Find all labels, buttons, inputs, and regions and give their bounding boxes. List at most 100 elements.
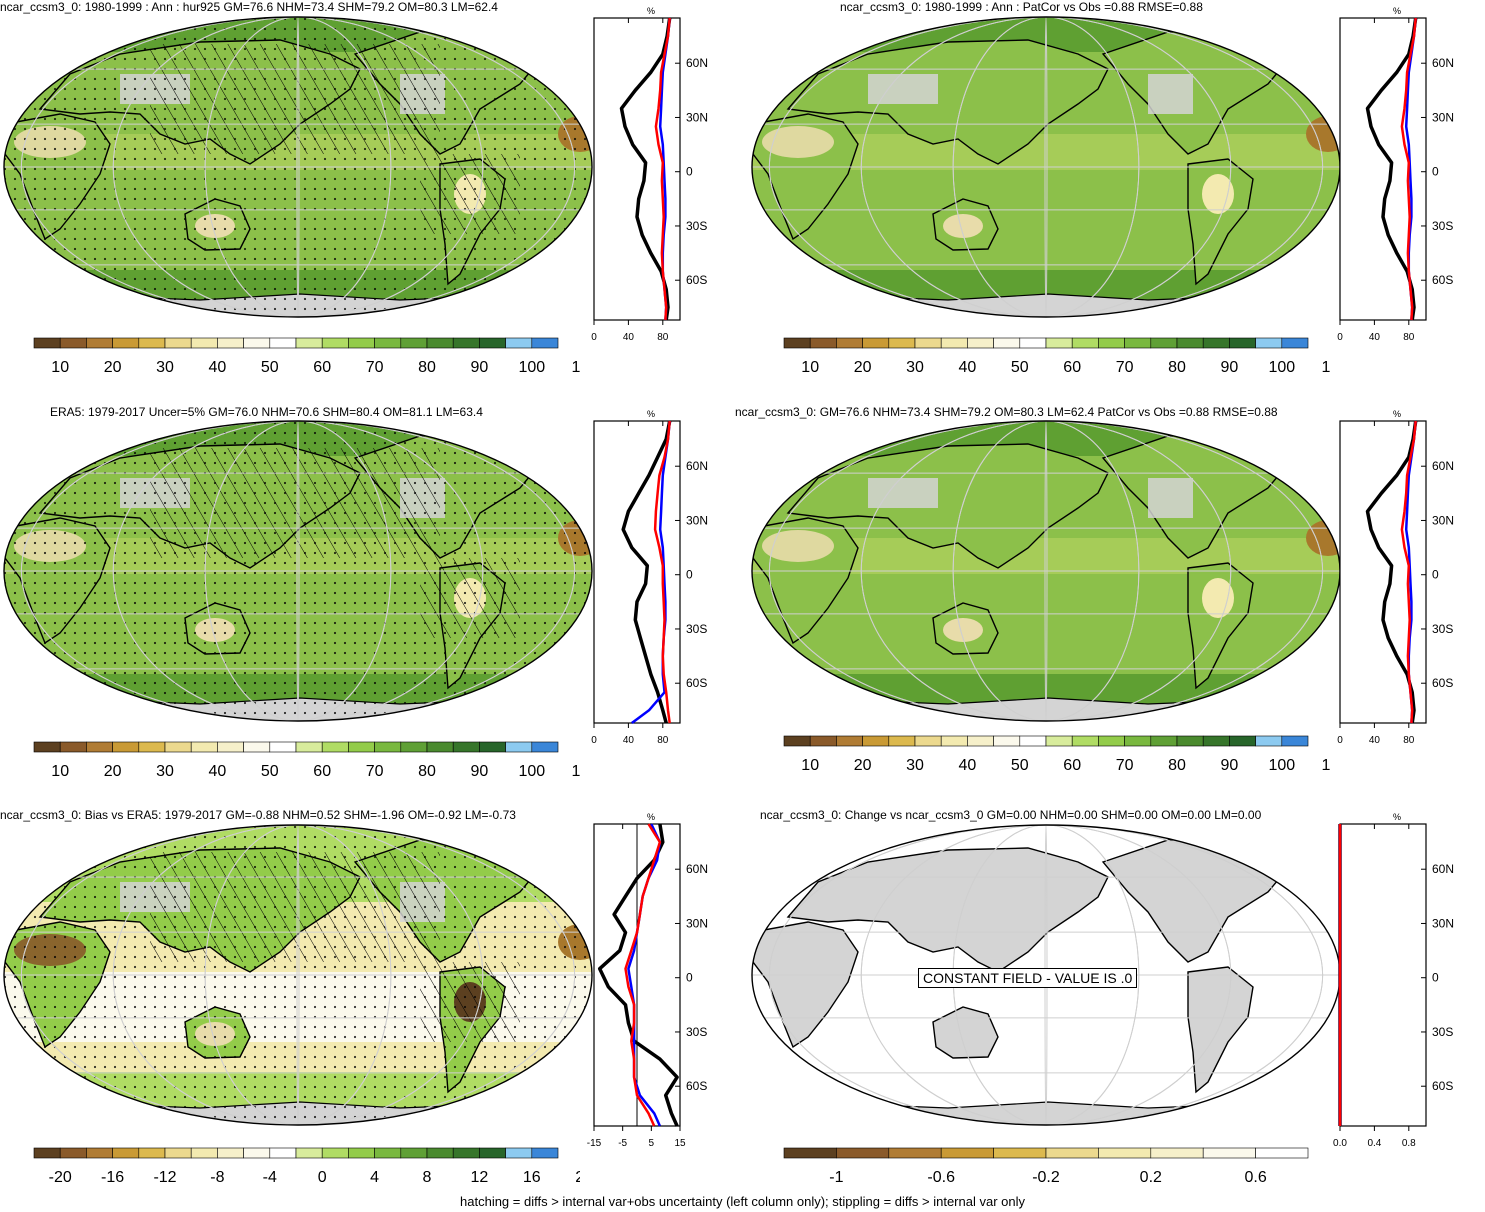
- colorbar-box: [190, 337, 218, 349]
- colorbar-label: -8: [210, 1169, 224, 1186]
- graticule-meridian: [768, 421, 1324, 721]
- graticule-meridian: [952, 17, 1140, 317]
- colorbar-box: [1150, 1147, 1204, 1159]
- colorbar-box: [1150, 735, 1178, 747]
- lat-tick-label: 30S: [686, 219, 707, 233]
- colorbar-box: [862, 337, 890, 349]
- zonal-frame: [593, 17, 681, 321]
- colorbar-label: 60: [1063, 757, 1081, 774]
- colorbar-box: [505, 741, 533, 753]
- colorbar-box: [505, 1147, 533, 1159]
- lat-tick-label: 0: [686, 165, 693, 179]
- colorbar-label: 110: [1321, 757, 1330, 774]
- zonal-series-line: [621, 420, 672, 724]
- colorbar: 10 20 30 40 50 60 70 80 90 100 110: [33, 741, 580, 780]
- graticule-meridian: [1044, 17, 1048, 317]
- colorbar-box: [138, 1147, 166, 1159]
- colorbar-label: 0.6: [1244, 1169, 1266, 1186]
- colorbar-box: [1098, 735, 1125, 747]
- colorbar-label: -20: [49, 1169, 72, 1186]
- x-tick-label: 0: [591, 735, 597, 746]
- zonal-unit-label: %: [647, 409, 655, 419]
- lat-tick-label: 60N: [686, 459, 708, 473]
- colorbar-label: 20: [104, 763, 122, 780]
- colorbar-label: 30: [906, 757, 924, 774]
- colorbar-box: [836, 1147, 890, 1159]
- colorbar-box: [269, 337, 297, 349]
- colorbar-label: 40: [959, 757, 977, 774]
- zonal-series-line: [597, 823, 679, 1127]
- continent-antarctica: [752, 293, 1340, 317]
- map-field: [4, 825, 592, 1125]
- colorbar-label: 4: [370, 1169, 379, 1186]
- continent-australia: [932, 1006, 999, 1059]
- colorbar-label: 10: [801, 757, 819, 774]
- lat-tick-label: 60S: [686, 676, 707, 690]
- graticule-meridian: [952, 421, 1140, 721]
- colorbar-box: [59, 741, 87, 753]
- x-tick-label: -15: [587, 1138, 602, 1149]
- continent-eurasia: [786, 443, 1109, 569]
- colorbar-label: 70: [1116, 359, 1134, 376]
- panel-title: ncar_ccsm3_0: 1980-1999 : Ann : hur925 G…: [0, 0, 498, 14]
- colorbar-box: [374, 337, 402, 349]
- colorbar-box: [400, 337, 428, 349]
- lat-tick-label: 30S: [686, 1025, 707, 1039]
- map-field: [752, 421, 1340, 721]
- colorbar-box: [993, 1147, 1047, 1159]
- colorbar-box: [1229, 735, 1256, 747]
- colorbar-box: [1176, 735, 1204, 747]
- colorbar-label: 100: [1268, 359, 1295, 376]
- zonal-mean-plot: % 60N 30N 0 30S 60S 0.0 0.4 0.8: [1333, 812, 1454, 1149]
- x-tick-label: 80: [657, 332, 669, 343]
- colorbar: 10 20 30 40 50 60 70 80 90 100 110: [783, 337, 1330, 376]
- field-patch: [762, 126, 834, 158]
- colorbar-box: [1019, 735, 1047, 747]
- colorbar-label: -12: [153, 1169, 176, 1186]
- colorbar-box: [243, 1147, 271, 1159]
- colorbar-label: -4: [263, 1169, 277, 1186]
- colorbar-box: [59, 337, 87, 349]
- colorbar-label: 80: [418, 359, 436, 376]
- colorbar-label: 100: [1268, 757, 1295, 774]
- continent-south-america: [1187, 966, 1254, 1094]
- colorbar-label: 40: [209, 359, 227, 376]
- colorbar-box: [1019, 337, 1047, 349]
- masked-area: [1148, 74, 1193, 114]
- continent-eurasia: [786, 39, 1109, 165]
- graticule-meridian: [1044, 421, 1048, 721]
- graticule-meridian: [112, 421, 484, 721]
- x-tick-label: 5: [649, 1138, 655, 1149]
- footer-note: hatching = diffs > internal var+obs unce…: [460, 1194, 1025, 1209]
- colorbar-box: [783, 337, 811, 349]
- lat-tick-label: 60S: [1432, 1079, 1453, 1093]
- colorbar-label: 70: [366, 763, 384, 780]
- continent-eurasia: [786, 847, 1109, 973]
- x-tick-label: 0.0: [1333, 1138, 1347, 1149]
- colorbar-box: [1281, 735, 1309, 747]
- colorbar-label: 70: [1116, 757, 1134, 774]
- colorbar-box: [295, 1147, 323, 1159]
- lat-tick-label: 60N: [1432, 56, 1454, 70]
- colorbar-label: 50: [261, 359, 279, 376]
- graticule: [752, 421, 1340, 721]
- colorbar-label: 10: [51, 359, 69, 376]
- x-tick-label: 80: [657, 735, 669, 746]
- constant-field-message: CONSTANT FIELD - VALUE IS .0: [918, 968, 1138, 988]
- colorbar-label: 0.2: [1140, 1169, 1162, 1186]
- colorbar-box: [479, 741, 506, 753]
- colorbar-label: 40: [209, 763, 227, 780]
- graticule: [752, 17, 1340, 317]
- colorbar-box: [426, 1147, 454, 1159]
- colorbar-box: [1281, 337, 1309, 349]
- x-tick-label: 40: [623, 332, 635, 343]
- colorbar-box: [269, 741, 297, 753]
- field-patch: [762, 530, 834, 562]
- colorbar-box: [1202, 1147, 1256, 1159]
- graticule-meridian: [112, 825, 484, 1125]
- colorbar-box: [1202, 735, 1230, 747]
- x-tick-label: 80: [1403, 332, 1415, 343]
- lat-tick-label: 30N: [1432, 513, 1454, 527]
- map-border: [3, 824, 593, 1126]
- colorbar-box: [531, 1147, 559, 1159]
